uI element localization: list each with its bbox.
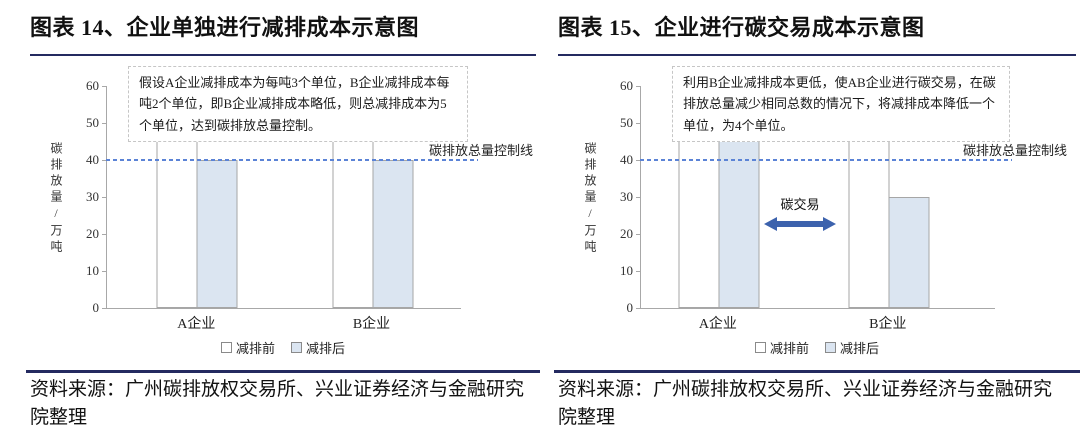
y-tick-mark: [636, 160, 641, 161]
footer-rule: [26, 370, 540, 373]
legend: 减排前 减排后: [640, 338, 994, 357]
plot-area: 碳排放总量控制线 0 10 20 30 40 50 60: [86, 78, 533, 315]
legend-label: 减排前: [235, 341, 275, 356]
y-axis-label: 碳排放量/万吨: [49, 142, 63, 256]
bar-group-A企业: [678, 123, 760, 308]
trade-label: 碳交易: [780, 197, 820, 212]
bar-减排后-B企业: [888, 197, 930, 308]
y-tick-mark: [636, 271, 641, 272]
y-tick-mark: [102, 197, 107, 198]
y-tick-mark: [636, 123, 641, 124]
annotation-box: 利用B企业减排成本更低，使AB企业进行碳交易，在碳排放总量减少相同总数的情况下，…: [672, 66, 1010, 143]
y-tick-label: 60: [86, 78, 99, 93]
y-tick-label: 50: [86, 115, 99, 130]
figure-14-panel: 图表 14、企业单独进行减排成本示意图 假设A企业减排成本为每吨3个单位，B企业…: [26, 15, 540, 428]
y-tick-label: 0: [92, 300, 100, 315]
y-tick-mark: [636, 308, 641, 309]
emission-cap-line-label: 碳排放总量控制线: [428, 143, 533, 158]
plot-area: 碳排放总量控制线 碳交易 0 10 20 30 40 50 60: [620, 78, 1067, 315]
legend-swatch: [220, 342, 232, 353]
footer-rule: [554, 370, 1080, 373]
y-tick-label: 60: [620, 78, 633, 93]
y-tick-label: 0: [626, 300, 634, 315]
category-label: A企业: [698, 317, 737, 332]
legend-swatch: [754, 342, 766, 353]
y-tick-label: 20: [86, 226, 99, 241]
bar-group-A企业: [156, 123, 238, 308]
legend-item: 减排后: [825, 338, 879, 357]
category-label: B企业: [869, 317, 907, 332]
bar-减排前-A企业: [156, 123, 198, 308]
y-tick-mark: [102, 308, 107, 309]
figure-title: 图表 15、企业进行碳交易成本示意图: [558, 15, 925, 40]
figure-15-panel: 图表 15、企业进行碳交易成本示意图 利用B企业减排成本更低，使AB企业进行碳交…: [540, 0, 1080, 441]
y-tick-label: 50: [620, 115, 633, 130]
y-tick-mark: [636, 86, 641, 87]
y-tick-label: 10: [86, 263, 99, 278]
y-tick-mark: [636, 197, 641, 198]
bar-group-B企业: [848, 123, 930, 308]
bar-减排后-B企业: [372, 160, 413, 308]
y-tick-mark: [636, 234, 641, 235]
y-axis-label: 碳排放量/万吨: [583, 142, 597, 256]
double-arrow-icon: [764, 217, 836, 231]
bar-减排前-B企业: [848, 123, 890, 308]
y-tick-mark: [102, 160, 107, 161]
title-underline: [30, 54, 536, 56]
y-tick-label: 10: [620, 263, 633, 278]
y-tick-label: 30: [620, 189, 633, 204]
title-underline: [558, 54, 1076, 56]
y-tick-label: 30: [86, 189, 99, 204]
legend-swatch: [291, 342, 302, 353]
y-tick-mark: [102, 234, 107, 235]
y-tick-label: 40: [620, 152, 633, 167]
y-tick-mark: [102, 271, 107, 272]
category-label: A企业: [177, 317, 216, 332]
legend-item: 减排前: [754, 338, 809, 357]
y-tick-label: 20: [620, 226, 633, 241]
bar-减排后-A企业: [196, 160, 238, 308]
emission-cap-line-label: 碳排放总量控制线: [962, 143, 1067, 158]
legend-swatch: [825, 342, 836, 353]
source-note: 资料来源：广州碳排放权交易所、兴业证券经济与金融研究院整理: [558, 379, 1053, 428]
legend-label: 减排后: [306, 341, 346, 356]
x-axis-categories: A企业 B企业: [106, 313, 460, 332]
bar-减排前-A企业: [678, 123, 720, 308]
x-axis-categories: A企业 B企业: [640, 313, 994, 332]
y-tick-mark: [102, 123, 107, 124]
carbon-trade-annotation: 碳交易: [757, 194, 843, 237]
legend-label: 减排后: [840, 341, 880, 356]
emission-cap-line: 碳排放总量控制线: [640, 143, 1067, 161]
y-tick-mark: [102, 86, 107, 87]
category-label: B企业: [352, 317, 391, 332]
annotation-box: 假设A企业减排成本为每吨3个单位，B企业减排成本每吨2个单位，即B企业减排成本略…: [128, 66, 468, 143]
emission-cap-line: 碳排放总量控制线: [106, 143, 533, 161]
legend-item: 减排后: [291, 338, 345, 357]
source-note: 资料来源：广州碳排放权交易所、兴业证券经济与金融研究院整理: [30, 379, 525, 428]
bar-减排后-A企业: [718, 123, 760, 308]
legend-label: 减排前: [769, 341, 809, 356]
bar-减排前-B企业: [332, 123, 373, 308]
legend-item: 减排前: [220, 338, 275, 357]
bar-group-B企业: [332, 123, 413, 308]
legend: 减排前 减排后: [106, 338, 460, 357]
figure-title: 图表 14、企业单独进行减排成本示意图: [30, 15, 420, 40]
y-tick-label: 40: [86, 152, 99, 167]
